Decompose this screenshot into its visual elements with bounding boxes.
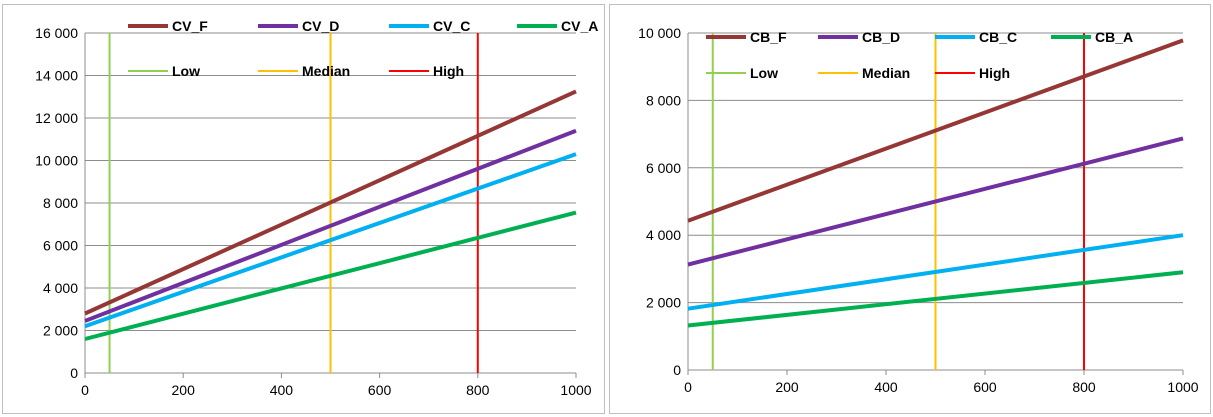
right-y-tick-label: 8 000 [646, 92, 681, 108]
right-y-tick-label: 10 000 [638, 25, 681, 41]
chart-right-svg: 0 2 000 4 000 6 000 8 000 10 000 0 200 400 600 800… [638, 25, 1199, 395]
right-legend-label-cb-d: CB_D [862, 29, 900, 45]
right-x-tick-label: 600 [973, 379, 997, 395]
left-x-tick-label: 200 [172, 382, 196, 398]
left-x-tick-label: 600 [368, 382, 392, 398]
left-y-tick-label: 4 000 [43, 280, 78, 296]
left-legend-label-high: High [433, 63, 464, 79]
right-series-cb-f [687, 38, 1184, 223]
left-x-tick-label: 800 [466, 382, 490, 398]
left-series-cv-f [84, 89, 577, 316]
chart-left-svg: 0 2 000 4 000 6 000 8 000 10 000 12 000 14 000 1… [35, 18, 598, 398]
right-x-tick-label: 800 [1072, 379, 1096, 395]
left-y-tick-label: 12 000 [35, 110, 78, 126]
left-series-cv-a [84, 210, 577, 341]
right-series-cb-a [687, 270, 1184, 328]
left-series-cv-d [84, 128, 577, 323]
right-y-tick-label: 0 [673, 362, 681, 378]
right-legend-label-cb-a: CB_A [1095, 29, 1133, 45]
left-legend-label-median: Median [302, 63, 350, 79]
right-x-tick-label: 400 [874, 379, 898, 395]
right-x-tick-label: 1000 [1167, 379, 1198, 395]
left-y-tick-label: 14 000 [35, 68, 78, 84]
left-legend-label-low: Low [172, 63, 200, 79]
right-series-cb-d [687, 136, 1184, 267]
right-x-tick-label: 200 [775, 379, 799, 395]
left-x-tick-label: 400 [270, 382, 294, 398]
left-series-cv-c [84, 152, 577, 329]
left-legend-label-cv-f: CV_F [172, 18, 208, 34]
right-legend-label-median: Median [862, 65, 910, 81]
right-series-cb-c [687, 233, 1184, 311]
left-legend-label-cv-d: CV_D [302, 18, 339, 34]
left-y-tick-label: 8 000 [43, 195, 78, 211]
right-y-tick-label: 2 000 [646, 295, 681, 311]
left-y-tick-label: 16 000 [35, 25, 78, 41]
chart-left: 0 2 000 4 000 6 000 8 000 10 000 12 000 14 000 1… [2, 4, 605, 414]
left-legend-label-cv-c: CV_C [433, 18, 470, 34]
right-legend-label-cb-f: CB_F [750, 29, 787, 45]
right-legend-label-low: Low [750, 65, 778, 81]
left-y-tick-label: 10 000 [35, 153, 78, 169]
left-legend-label-cv-a: CV_A [561, 18, 598, 34]
right-y-tick-label: 6 000 [646, 160, 681, 176]
chart-right: 0 2 000 4 000 6 000 8 000 10 000 0 200 400 600 800… [609, 4, 1211, 414]
left-x-tick-label: 0 [81, 382, 89, 398]
left-y-tick-label: 6 000 [43, 238, 78, 254]
right-legend-label-cb-c: CB_C [979, 29, 1017, 45]
left-y-tick-label: 0 [70, 365, 78, 381]
left-y-tick-label: 2 000 [43, 323, 78, 339]
right-legend-label-high: High [979, 65, 1010, 81]
right-x-tick-label: 0 [684, 379, 692, 395]
left-x-tick-label: 1000 [560, 382, 591, 398]
right-y-tick-label: 4 000 [646, 227, 681, 243]
